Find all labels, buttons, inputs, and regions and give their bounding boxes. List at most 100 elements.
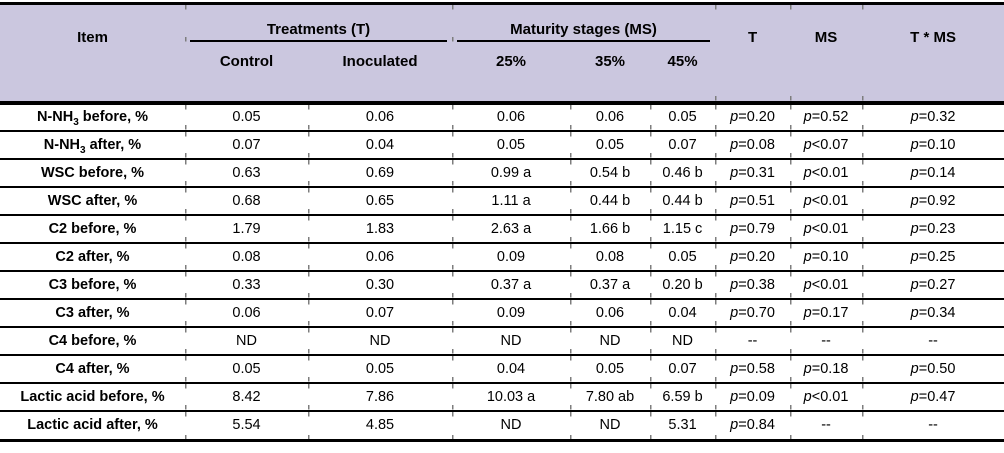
value-cell: 1.79 <box>185 214 308 243</box>
table-row: Lactic acid before, % 8.42 7.86 10.03 a 7.80… <box>0 382 1004 411</box>
p-symbol: p <box>803 276 812 293</box>
value-cell: 0.06 <box>308 242 453 271</box>
value-cell: 6.59 b <box>650 382 716 411</box>
p-symbol: p <box>910 220 919 237</box>
header-group-treatments-label: Treatments (T) <box>266 20 371 38</box>
p-symbol: p <box>803 164 812 181</box>
header-group-maturity-label: Maturity stages (MS) <box>510 20 657 38</box>
pvalue-cell: p=0.51 <box>715 186 791 215</box>
value-cell: 0.06 <box>452 102 571 131</box>
pvalue-cell: p=0.70 <box>715 298 791 327</box>
p-value-text: =0.84 <box>738 417 775 434</box>
value-cell: 0.08 <box>185 242 308 271</box>
header-col-inoculated: Inoculated <box>308 41 453 103</box>
p-symbol: p <box>910 304 919 321</box>
value-cell: 0.06 <box>308 102 453 131</box>
value-cell: 0.04 <box>452 354 571 383</box>
header-row-subcolumns: Control Inoculated 25% 35% 45% <box>0 41 1004 103</box>
p-value-text: =0.51 <box>738 192 775 209</box>
table-row: C2 before, % 1.79 1.83 2.63 a 1.66 b 1.15 c p=… <box>0 214 1004 243</box>
pvalue-cell: p=0.92 <box>862 186 1004 215</box>
p-value-text: =0.47 <box>918 388 956 405</box>
p-value-text: <0.07 <box>811 136 849 153</box>
p-value-text: =0.23 <box>918 220 956 237</box>
value-cell: 0.30 <box>308 270 453 299</box>
value-cell: 0.08 <box>570 242 651 271</box>
row-label: C3 after, % <box>0 298 185 327</box>
pvalue-cell: p=0.32 <box>862 102 1004 131</box>
p-value-text: =0.34 <box>918 304 956 321</box>
pvalue-cell: p=0.84 <box>715 410 791 441</box>
p-symbol: p <box>803 220 812 237</box>
value-cell: 1.15 c <box>650 214 716 243</box>
pvalue-cell: p=0.20 <box>715 242 791 271</box>
pvalue-cell: -- <box>862 410 1004 441</box>
row-label: N-NH3 after, % <box>0 130 185 159</box>
p-value-text: -- <box>821 417 831 434</box>
value-cell: 0.04 <box>650 298 716 327</box>
p-value-text: =0.92 <box>918 192 956 209</box>
p-value-text: =0.10 <box>811 248 849 265</box>
pvalue-cell: p=0.27 <box>862 270 1004 299</box>
pvalue-cell: p=0.09 <box>715 382 791 411</box>
row-label: C2 before, % <box>0 214 185 243</box>
pvalue-cell: -- <box>790 410 863 441</box>
row-label: N-NH3 before, % <box>0 102 185 131</box>
row-label: Lactic acid after, % <box>0 410 185 441</box>
p-value-text: =0.50 <box>918 360 956 377</box>
p-value-text: =0.20 <box>738 248 775 265</box>
value-cell: 2.63 a <box>452 214 571 243</box>
p-value-text: =0.17 <box>811 304 849 321</box>
header-group-maturity: Maturity stages (MS) <box>452 3 716 42</box>
row-label: WSC before, % <box>0 158 185 187</box>
pvalue-cell: p=0.52 <box>790 102 863 131</box>
p-symbol: p <box>910 164 919 181</box>
value-cell: 0.65 <box>308 186 453 215</box>
p-value-text: =0.09 <box>738 388 775 405</box>
p-symbol: p <box>730 304 739 321</box>
pvalue-cell: p<0.01 <box>790 158 863 187</box>
row-label: WSC after, % <box>0 186 185 215</box>
value-cell: 0.05 <box>650 102 716 131</box>
p-symbol: p <box>803 388 812 405</box>
value-cell: 0.05 <box>570 354 651 383</box>
value-cell: 0.37 a <box>570 270 651 299</box>
p-symbol: p <box>730 136 739 153</box>
value-cell: 0.54 b <box>570 158 651 187</box>
p-value-text: =0.70 <box>738 304 775 321</box>
header-col-35: 35% <box>570 41 651 103</box>
p-value-text: -- <box>747 332 758 349</box>
p-symbol: p <box>910 388 919 405</box>
p-symbol: p <box>910 248 919 265</box>
value-cell: 0.09 <box>452 242 571 271</box>
value-cell: 0.20 b <box>650 270 716 299</box>
pvalue-cell: p=0.20 <box>715 102 791 131</box>
table-header: Item Treatments (T) Maturity stages (MS)… <box>0 3 1004 103</box>
p-symbol: p <box>730 192 739 209</box>
pvalue-cell: p<0.01 <box>790 270 863 299</box>
p-symbol: p <box>910 136 919 153</box>
header-item: Item <box>0 3 185 103</box>
value-cell: 0.33 <box>185 270 308 299</box>
value-cell: 0.05 <box>308 354 453 383</box>
value-cell: 0.06 <box>185 298 308 327</box>
value-cell: ND <box>308 326 453 355</box>
pvalue-cell: p=0.25 <box>862 242 1004 271</box>
row-label: Lactic acid before, % <box>0 382 185 411</box>
header-col-25: 25% <box>452 41 571 103</box>
table-body: N-NH3 before, % 0.05 0.06 0.06 0.06 0.05 p=0.2… <box>0 102 1004 441</box>
row-label: C3 before, % <box>0 270 185 299</box>
p-symbol: p <box>730 164 739 181</box>
value-cell: ND <box>570 326 651 355</box>
p-value-text: =0.20 <box>738 109 775 125</box>
value-cell: 0.07 <box>650 130 716 159</box>
value-cell: ND <box>452 326 571 355</box>
p-value-text: =0.08 <box>738 136 775 153</box>
p-symbol: p <box>803 136 812 153</box>
table-row: C4 before, % ND ND ND ND ND -- -- -- <box>0 326 1004 355</box>
table-row: Lactic acid after, % 5.54 4.85 ND ND 5.31 p=0.… <box>0 410 1004 441</box>
pvalue-cell: p=0.31 <box>715 158 791 187</box>
pvalue-cell: p=0.47 <box>862 382 1004 411</box>
value-cell: 0.44 b <box>570 186 651 215</box>
table-row: C3 before, % 0.33 0.30 0.37 a 0.37 a 0.20 b p=… <box>0 270 1004 299</box>
